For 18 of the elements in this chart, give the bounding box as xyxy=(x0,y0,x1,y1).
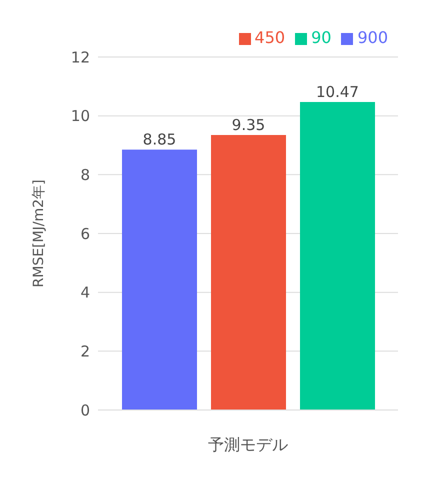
data-label: 9.35 xyxy=(232,116,266,134)
y-tick-label: 8 xyxy=(80,166,90,184)
bar xyxy=(122,150,197,410)
y-tick-label: 2 xyxy=(80,342,90,360)
legend-label: 900 xyxy=(357,28,388,47)
y-axis-title: RMSE[MJ/m2年] xyxy=(30,180,47,288)
data-label: 8.85 xyxy=(142,130,176,149)
legend-label: 90 xyxy=(311,28,332,47)
y-tick-label: 12 xyxy=(70,48,90,66)
data-label: 10.47 xyxy=(316,83,359,102)
y-tick-label: 10 xyxy=(70,107,90,126)
bar xyxy=(211,134,286,410)
y-tick-label: 4 xyxy=(80,284,90,302)
y-tick-label: 6 xyxy=(80,224,90,243)
x-axis-title: 予測モデル xyxy=(208,435,288,454)
legend-label: 450 xyxy=(254,28,286,47)
y-tick-label: 0 xyxy=(80,401,90,420)
bar xyxy=(300,102,375,410)
